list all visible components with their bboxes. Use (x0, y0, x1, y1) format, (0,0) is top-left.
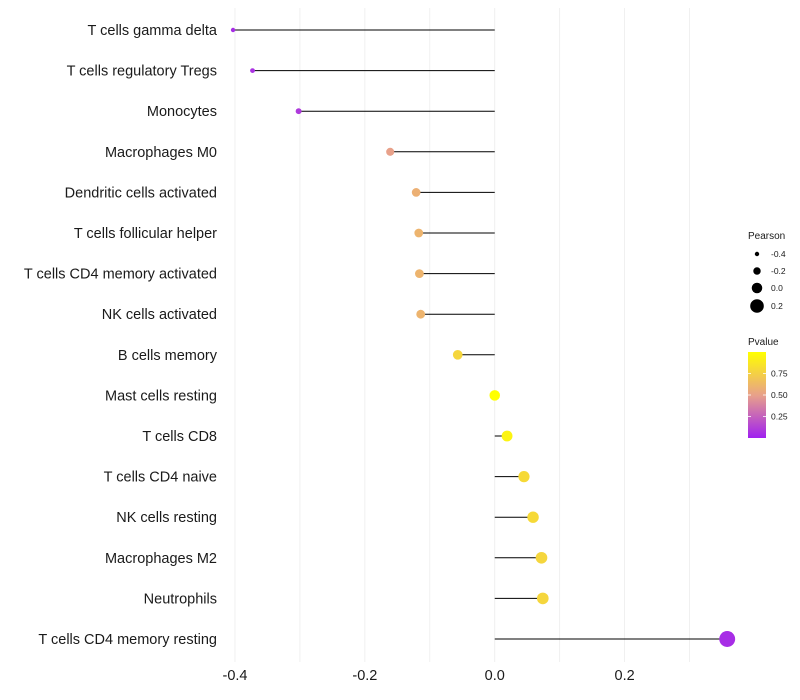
legend-size-label: -0.2 (771, 266, 786, 276)
lollipop-point (489, 390, 501, 401)
lollipop-stems (233, 29, 728, 640)
lollipop-point (230, 27, 236, 33)
y-axis-label: NK cells resting (116, 510, 217, 526)
legend-size-title: Pearson (748, 231, 785, 242)
lollipop-point (536, 592, 549, 605)
y-axis-label: B cells memory (118, 348, 218, 364)
lollipop-point (415, 269, 424, 278)
y-axis-label: Neutrophils (144, 591, 217, 607)
lollipop-point (452, 349, 463, 360)
legend-color-label: 0.75 (771, 369, 788, 379)
y-axis-label: Monocytes (147, 104, 217, 120)
y-axis-label: Dendritic cells activated (65, 185, 217, 201)
y-axis-label: T cells CD4 memory resting (38, 632, 217, 648)
x-tick-label: 0.2 (615, 668, 635, 684)
legend-size-key (754, 251, 760, 257)
x-tick-label: 0.0 (485, 668, 505, 684)
y-axis-label: NK cells activated (102, 307, 217, 323)
legend-color-label: 0.25 (771, 412, 788, 422)
y-axis-label: T cells gamma delta (88, 23, 218, 39)
legend-colorbar (748, 352, 766, 438)
y-axis-label: T cells CD4 memory activated (24, 267, 217, 283)
legend-color-label: 0.50 (771, 390, 788, 400)
legend-size-key (750, 299, 764, 313)
y-axis-label: T cells regulatory Tregs (67, 64, 217, 80)
legend-size: Pearson -0.4 -0.2 0.0 0.2 (748, 231, 786, 313)
legend-size-key (753, 267, 761, 275)
y-axis-label: Mast cells resting (105, 388, 217, 404)
y-axis-label: T cells follicular helper (74, 226, 217, 242)
lollipop-point (411, 188, 421, 197)
y-axis-label: Macrophages M0 (105, 145, 217, 161)
x-axis-tick-labels: -0.4 -0.2 0.0 0.2 (222, 668, 634, 684)
lollipop-point (501, 430, 513, 442)
lollipop-points (230, 27, 736, 647)
lollipop-point (416, 309, 426, 319)
lollipop-point (295, 108, 302, 115)
lollipop-point (518, 470, 530, 483)
y-axis-label: Macrophages M2 (105, 551, 217, 567)
legend-color: Pvalue 0.25 0.50 0.75 (748, 337, 788, 438)
lollipop-point (719, 631, 736, 647)
legend-color-title: Pvalue (748, 337, 779, 348)
lollipop-point (527, 511, 539, 523)
x-tick-label: -0.4 (222, 668, 247, 684)
legend-size-label: 0.2 (771, 301, 783, 311)
lollipop-point (250, 68, 255, 74)
grid-lines (234, 8, 690, 662)
y-axis-label: T cells CD8 (142, 429, 217, 445)
lollipop-point (386, 147, 395, 156)
lollipop-point (414, 228, 424, 238)
y-axis-label: T cells CD4 naive (104, 470, 217, 486)
lollipop-point (535, 551, 548, 564)
legend-size-label: 0.0 (771, 283, 783, 293)
legend-size-key (751, 282, 763, 294)
legend-size-label: -0.4 (771, 249, 786, 259)
x-tick-label: -0.2 (352, 668, 377, 684)
y-axis-labels: T cells gamma delta T cells regulatory Tr… (24, 23, 218, 648)
